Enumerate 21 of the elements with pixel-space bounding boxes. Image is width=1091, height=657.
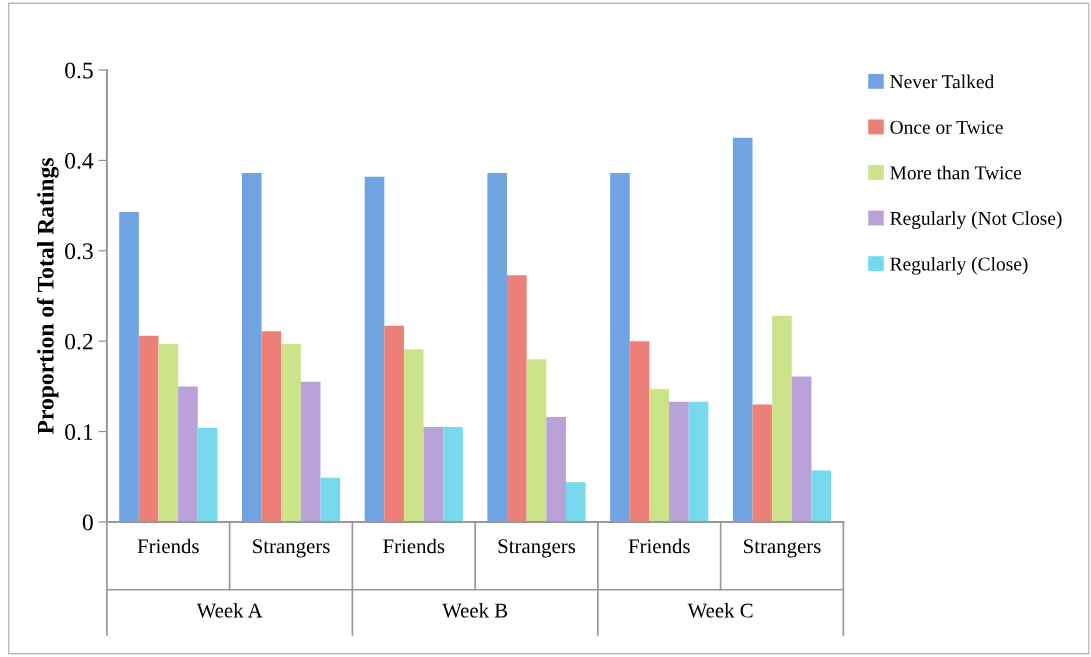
legend-label: Once or Twice: [890, 120, 1003, 134]
x-tick-label: Strangers: [253, 539, 330, 558]
x-tick-label: Strangers: [744, 539, 821, 558]
x-tick-label: Strangers: [498, 539, 576, 558]
text: Week C: [687, 602, 753, 618]
legend-label: Never Talked: [890, 74, 994, 89]
x-tick-label: Friends: [628, 538, 690, 554]
y-tick-label: 0: [82, 514, 93, 531]
y-tick-label: 0.5: [65, 62, 93, 79]
legend-label: More than Twice: [890, 165, 1022, 180]
text: Week A: [196, 602, 263, 618]
x-tick-label: Friends: [383, 538, 445, 554]
text: Week B: [442, 602, 508, 618]
y-tick-label: 0.4: [65, 152, 94, 169]
legend-label: Regularly (Close): [890, 256, 1028, 275]
y-axis-title: Proportion of Total Ratings: [36, 158, 59, 435]
x-tick-label: Friends: [137, 538, 199, 554]
y-tick-label: 0.2: [65, 333, 93, 350]
legend-label: Regularly (Not Close): [890, 211, 1062, 229]
y-tick-label: 0.3: [65, 243, 93, 260]
y-tick-label: 0.1: [65, 424, 93, 441]
